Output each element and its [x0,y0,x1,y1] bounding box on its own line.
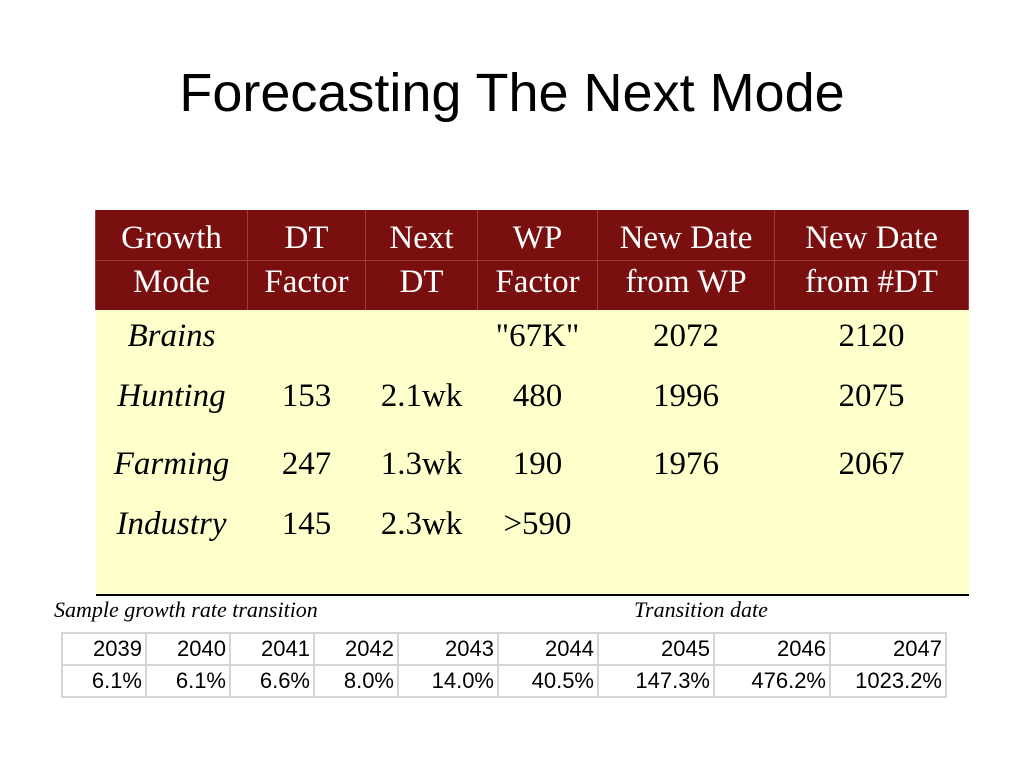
dt-factor-cell: 153 [247,362,366,430]
mode-cell: Industry [95,498,248,596]
date-dt-cell [774,498,969,596]
dt-factor-cell: 145 [247,498,366,596]
dt-factor-cell: 247 [247,430,366,498]
rate-cell: 6.6% [229,664,315,698]
table-row: Hunting 153 2.1wk 480 1996 2075 [95,362,969,430]
dt-factor-cell [247,310,366,362]
rate-cell: 1023.2% [829,664,947,698]
date-wp-cell [597,498,775,596]
slide-title: Forecasting The Next Mode [179,63,845,123]
year-cell: 2040 [145,632,231,666]
rate-cell: 40.5% [497,664,599,698]
year-cell: 2047 [829,632,947,666]
year-cell: 2042 [313,632,399,666]
header-new-date-from-dt: New Date from #DT [774,210,969,310]
header-new-date-from-wp: New Date from WP [597,210,775,310]
mode-cell: Farming [95,430,248,498]
rate-cell: 14.0% [397,664,499,698]
mode-cell: Hunting [95,362,248,430]
table-row: Farming 247 1.3wk 190 1976 2067 [95,430,969,498]
wp-factor-cell: 480 [477,362,598,430]
rate-cell: 147.3% [597,664,715,698]
date-dt-cell: 2120 [774,310,969,362]
year-cell: 2045 [597,632,715,666]
next-dt-cell: 2.1wk [365,362,478,430]
mode-cell: Brains [95,310,248,362]
date-dt-cell: 2075 [774,362,969,430]
rate-cell: 6.1% [61,664,147,698]
rate-cell: 476.2% [713,664,831,698]
rate-cell: 8.0% [313,664,399,698]
date-dt-cell: 2067 [774,430,969,498]
next-dt-cell: 2.3wk [365,498,478,596]
header-dt-factor: DT Factor [247,210,366,310]
year-cell: 2046 [713,632,831,666]
header-next-dt: Next DT [365,210,478,310]
growth-transition-caption: Sample growth rate transition [54,597,318,622]
year-cell: 2044 [497,632,599,666]
date-wp-cell: 2072 [597,310,775,362]
growth-rate-table: 2039 2040 2041 2042 2043 2044 2045 2046 … [61,632,947,698]
next-dt-cell [365,310,478,362]
header-wp-factor: WP Factor [477,210,598,310]
header-growth-mode: Growth Mode [95,210,248,310]
years-row: 2039 2040 2041 2042 2043 2044 2045 2046 … [61,632,947,666]
header-row: Growth Mode DT Factor Next DT WP Factor New … [95,210,969,310]
transition-date-caption: Transition date [634,597,768,622]
next-dt-cell: 1.3wk [365,430,478,498]
wp-factor-cell: "67K" [477,310,598,362]
date-wp-cell: 1976 [597,430,775,498]
year-cell: 2043 [397,632,499,666]
table-row: Brains "67K" 2072 2120 [95,310,969,362]
rate-cell: 6.1% [145,664,231,698]
year-cell: 2039 [61,632,147,666]
wp-factor-cell: >590 [477,498,598,596]
table-row: Industry 145 2.3wk >590 [95,498,969,596]
date-wp-cell: 1996 [597,362,775,430]
wp-factor-cell: 190 [477,430,598,498]
year-cell: 2041 [229,632,315,666]
rates-row: 6.1% 6.1% 6.6% 8.0% 14.0% 40.5% 147.3% 4… [61,664,947,698]
forecast-table: Growth Mode DT Factor Next DT WP Factor New … [95,210,969,596]
